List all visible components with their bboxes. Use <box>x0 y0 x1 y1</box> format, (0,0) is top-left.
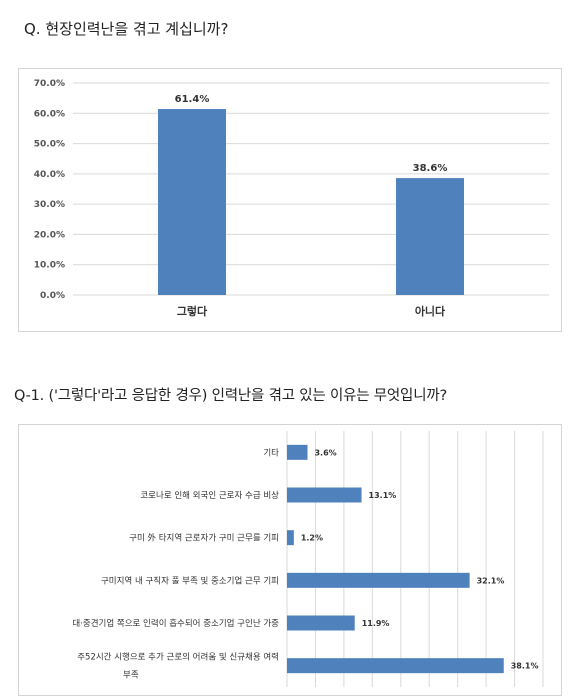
y-category-label: 주52시간 시행으로 추가 근로의 어려움 및 신규채용 여력 <box>77 652 279 663</box>
bar <box>287 444 308 460</box>
chart-1-panel: 0.0% 10.0% 20.0% 30.0% 40.0% 50.0% 60.0% 70.0% 6… <box>18 68 562 332</box>
question-1-title: Q. 현장인력난을 겪고 계십니까? <box>24 20 229 38</box>
y-tick-label: 20.0% <box>34 230 65 240</box>
y-category-label: 대·중견기업 쪽으로 인력이 흡수되어 중소기업 구인난 가중 <box>72 618 279 629</box>
bar <box>287 487 362 503</box>
data-label: 3.6% <box>314 448 336 457</box>
data-label: 38.6% <box>413 163 448 174</box>
chart-1-svg: 0.0% 10.0% 20.0% 30.0% 40.0% 50.0% 60.0% 70.0% 6… <box>34 79 549 318</box>
data-label: 32.1% <box>477 576 505 585</box>
question-2-title: Q-1. ('그렇다'라고 응답한 경우) 인력난을 겪고 있는 이유는 무엇입… <box>14 388 447 404</box>
y-tick-label: 40.0% <box>34 170 65 180</box>
bar <box>287 658 504 674</box>
data-label: 13.1% <box>369 491 397 500</box>
y-category-label: 코로나로 인해 외국인 근로자 수급 비상 <box>140 490 279 501</box>
data-label: 38.1% <box>511 662 539 671</box>
y-tick-label: 30.0% <box>34 200 65 210</box>
chart-2-svg: 3.6% 기타 13.1% 코로나로 인해 외국인 근로자 수급 비상 1.2% 구미 外… <box>72 431 544 687</box>
bar <box>158 109 226 295</box>
bar <box>287 572 470 588</box>
x-category-label: 아니다 <box>415 304 446 318</box>
y-tick-label: 50.0% <box>34 140 65 150</box>
y-tick-label: 70.0% <box>34 79 65 89</box>
y-tick-label: 10.0% <box>34 261 65 271</box>
y-tick-label: 60.0% <box>34 109 65 119</box>
y-category-label: 구미 外 타지역 근로자가 구미 근무를 기피 <box>129 533 279 544</box>
bar <box>396 178 464 295</box>
x-category-label: 그렇다 <box>177 304 208 318</box>
data-label: 61.4% <box>175 94 210 105</box>
y-category-label: 구미지역 내 구직자 풀 부족 및 중소기업 근무 기피 <box>101 575 279 586</box>
data-label: 1.2% <box>301 534 323 543</box>
chart-2-panel: 3.6% 기타 13.1% 코로나로 인해 외국인 근로자 수급 비상 1.2% 구미 外… <box>18 424 562 696</box>
data-label: 11.9% <box>362 619 390 628</box>
bar <box>287 615 355 631</box>
bar <box>287 530 294 546</box>
y-category-label-line2: 부족 <box>123 671 139 681</box>
y-category-label: 기타 <box>263 448 279 458</box>
y-tick-label: 0.0% <box>40 291 65 301</box>
